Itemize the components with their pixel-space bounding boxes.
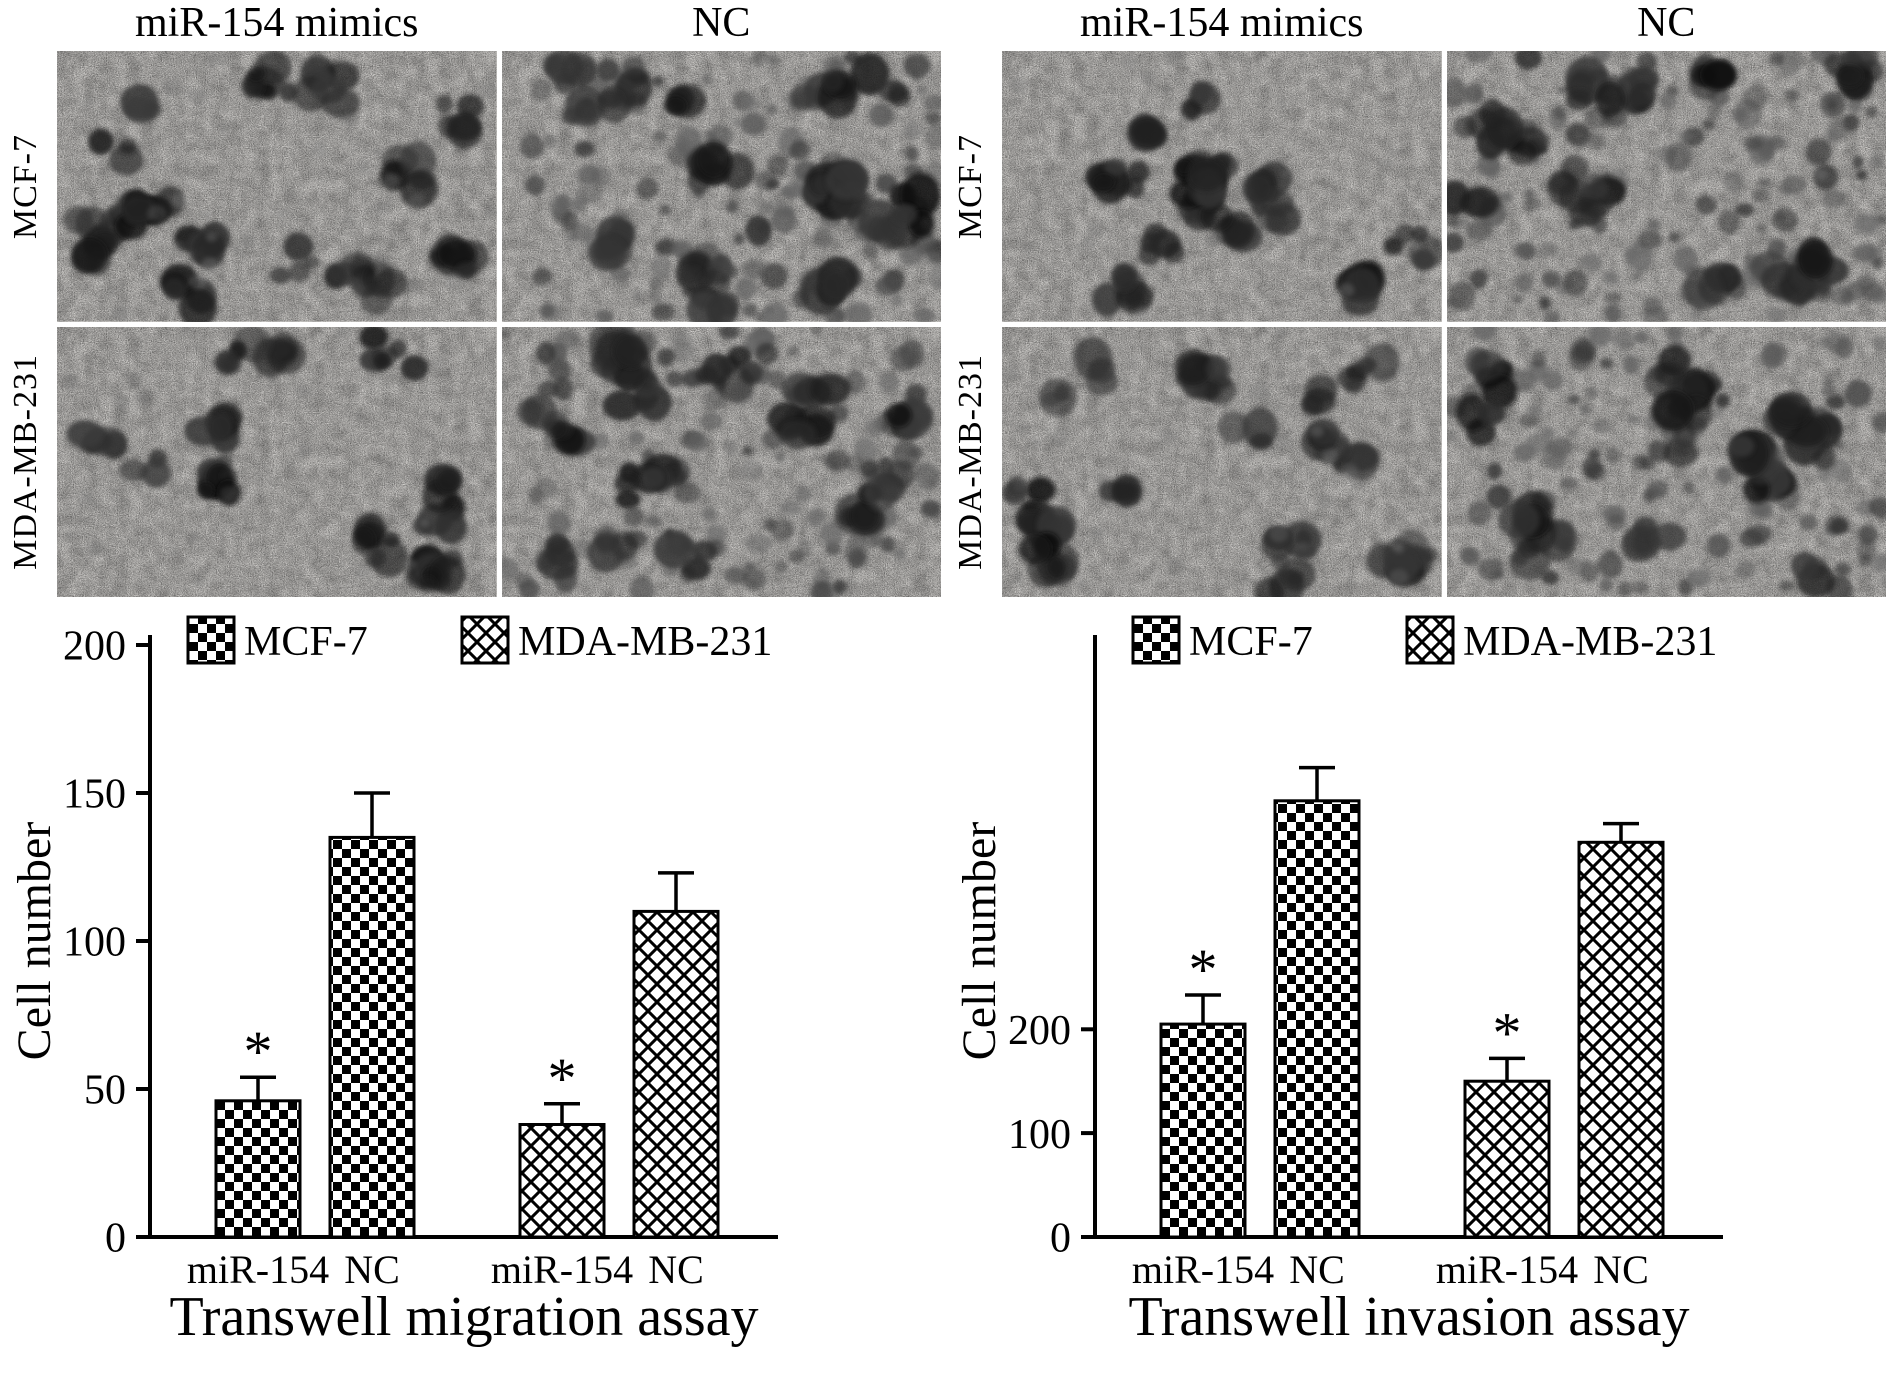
- legend-label: MDA-MB-231: [1463, 619, 1717, 665]
- micrograph-mcf7-mir154-migration: [57, 51, 497, 322]
- micrograph-image: [1446, 51, 1886, 322]
- column-header-label: NC: [692, 0, 751, 46]
- legend-label: MDA-MB-231: [518, 619, 772, 665]
- micrograph-image: [1002, 326, 1442, 597]
- column-header-mir154-mimics-migration: miR-154 mimics: [57, 0, 497, 46]
- micrograph-mdamb231-mir154-migration: [57, 326, 497, 597]
- micrograph-mdamb231-mir154-invasion: [1002, 326, 1442, 597]
- micrograph-mdamb231-nc-invasion: [1446, 326, 1886, 597]
- micrograph-image: [501, 326, 941, 597]
- legend-swatch-checker: [1131, 615, 1181, 665]
- row-label-mcf7-invasion: MCF-7: [945, 51, 997, 322]
- bar-MCF-7-miR-154: [1159, 1022, 1247, 1239]
- x-category-label: NC: [1593, 1247, 1649, 1292]
- legend-swatch-crosshatch: [460, 615, 510, 665]
- micrograph-image: [1446, 326, 1886, 597]
- x-category-label: miR-154: [1132, 1247, 1274, 1292]
- corner-spacer: [0, 0, 52, 46]
- bar-MDA-MB-231-NC: [632, 909, 720, 1239]
- chart-title: Transwell migration assay: [170, 1286, 759, 1348]
- micrograph-image: [501, 51, 941, 322]
- microscopy-block-migration: miR-154 mimics NC MCF-7 MDA-MB-231: [0, 0, 945, 597]
- bar-MCF-7-NC: [328, 835, 416, 1239]
- row-label-mcf7-migration: MCF-7: [0, 51, 52, 322]
- microscopy-block-invasion: miR-154 mimics NC MCF-7 MDA-MB-231: [945, 0, 1890, 597]
- column-header-label: miR-154 mimics: [135, 0, 419, 46]
- legend-label: MCF-7: [1189, 619, 1313, 665]
- micrograph-mdamb231-nc-migration: [501, 326, 941, 597]
- micrograph-image: [57, 326, 497, 597]
- legend-label: MCF-7: [244, 619, 368, 665]
- y-tick-label: 150: [63, 772, 126, 818]
- y-axis-title: Cell number: [953, 822, 1006, 1061]
- legend-swatch-crosshatch: [1405, 615, 1455, 665]
- microscopy-section: miR-154 mimics NC MCF-7 MDA-MB-231 miR-1…: [0, 0, 1890, 597]
- micrograph-image: [57, 51, 497, 322]
- y-tick-label: 100: [1008, 1112, 1071, 1158]
- significance-marker: *: [1189, 937, 1218, 1002]
- significance-marker: *: [548, 1046, 577, 1111]
- x-category-label: miR-154: [491, 1247, 633, 1292]
- column-header-nc-invasion: NC: [1447, 0, 1887, 46]
- row-label-text: MCF-7: [7, 133, 44, 239]
- migration-bar-chart: MCF-7 MDA-MB-231 0 50 100 150 200 * miR-154 NC * mi…: [0, 597, 945, 1375]
- chart-title: Transwell invasion assay: [1128, 1286, 1689, 1348]
- y-tick-label: 0: [1050, 1216, 1071, 1262]
- significance-marker: *: [1493, 1000, 1522, 1065]
- bar-MDA-MB-231-miR-154: [1463, 1079, 1551, 1239]
- row-label-mdamb231-migration: MDA-MB-231: [0, 326, 52, 597]
- bar-MDA-MB-231-miR-154: [518, 1123, 606, 1239]
- y-tick-label: 0: [105, 1216, 126, 1262]
- micrograph-image: [1002, 51, 1442, 322]
- row-label-text: MCF-7: [952, 133, 989, 239]
- y-tick-label: 100: [63, 920, 126, 966]
- y-tick-label: 200: [63, 624, 126, 670]
- column-header-label: miR-154 mimics: [1080, 0, 1364, 46]
- micrograph-mcf7-mir154-invasion: [1002, 51, 1442, 322]
- y-tick-label: 50: [84, 1068, 126, 1114]
- micrograph-mcf7-nc-migration: [501, 51, 941, 322]
- significance-marker: *: [244, 1019, 273, 1084]
- row-label-mdamb231-invasion: MDA-MB-231: [945, 326, 997, 597]
- y-axis-title: Cell number: [8, 822, 61, 1061]
- charts-section: MCF-7 MDA-MB-231 0 50 100 150 200 * miR-154 NC * mi…: [0, 597, 1890, 1375]
- micrograph-mcf7-nc-invasion: [1446, 51, 1886, 322]
- corner-spacer: [945, 0, 997, 46]
- y-tick-label: 200: [1008, 1008, 1071, 1054]
- x-category-label: miR-154: [1436, 1247, 1578, 1292]
- column-header-mir154-mimics-invasion: miR-154 mimics: [1002, 0, 1442, 46]
- bar-MCF-7-miR-154: [214, 1099, 302, 1239]
- invasion-bar-chart: MCF-7 MDA-MB-231 0 100 200 * miR-154 NC * miR-154…: [945, 597, 1890, 1375]
- x-category-label: NC: [344, 1247, 400, 1292]
- x-category-label: NC: [648, 1247, 704, 1292]
- x-category-label: miR-154: [187, 1247, 329, 1292]
- column-header-nc-migration: NC: [502, 0, 942, 46]
- row-label-text: MDA-MB-231: [7, 353, 44, 570]
- x-category-label: NC: [1289, 1247, 1345, 1292]
- bar-MCF-7-NC: [1273, 799, 1361, 1239]
- legend-swatch-checker: [186, 615, 236, 665]
- row-label-text: MDA-MB-231: [952, 353, 989, 570]
- column-header-label: NC: [1637, 0, 1696, 46]
- bar-MDA-MB-231-NC: [1577, 840, 1665, 1239]
